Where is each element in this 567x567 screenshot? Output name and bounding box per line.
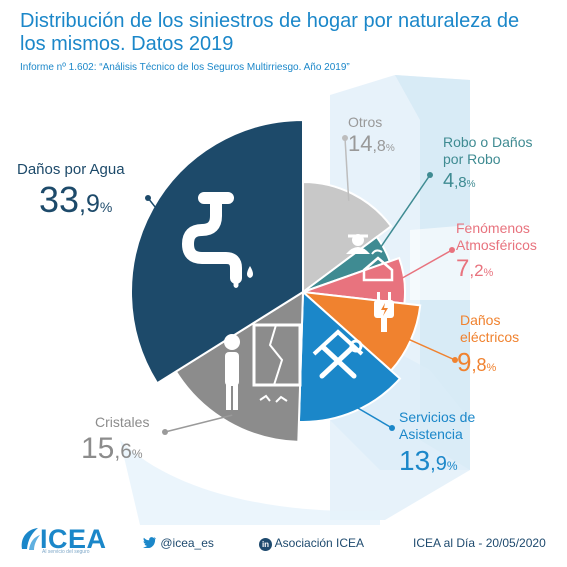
icea-logo: ICEA Al servicio del seguro: [18, 524, 118, 557]
leader-dot-agua: [145, 195, 151, 201]
label-electricos-name-1: Daños: [460, 312, 501, 328]
label-asistencia-name-2: Asistencia: [399, 426, 463, 442]
broken-glass-icon: [224, 323, 302, 410]
plug-icon: [374, 292, 394, 332]
leader-line-otros: [344, 137, 350, 201]
linkedin-icon: in: [259, 538, 272, 551]
label-fenomenos-name-2: Atmosféricos: [456, 237, 537, 253]
label-cristales-value: 15,6%: [81, 432, 143, 465]
leader-dot-cristales: [162, 429, 168, 435]
label-otros: Otros 14,8%: [348, 114, 395, 162]
icea-logo-text: ICEA: [40, 524, 107, 554]
tools-house-icon: [312, 329, 364, 379]
leader-dot-fenomenos: [449, 247, 455, 253]
icea-logo-mark-icon: [21, 528, 40, 550]
label-fenomenos-name-1: Fenómenos: [456, 220, 530, 236]
footer-date: ICEA al Día - 20/05/2020: [413, 536, 546, 550]
thief-icon: [346, 234, 370, 254]
pie-slice-agua: [130, 118, 304, 385]
linkedin-link[interactable]: in Asociación ICEA: [259, 536, 364, 551]
leader-line-fenomenos: [396, 249, 453, 283]
label-otros-name: Otros: [348, 114, 383, 130]
label-otros-value: 14,8%: [348, 131, 395, 156]
label-robo-value: 4,8%: [443, 170, 476, 192]
leader-dot-asistencia: [389, 425, 395, 431]
label-cristales-name: Cristales: [95, 414, 150, 430]
label-agua-name: Daños por Agua: [17, 161, 125, 178]
label-asistencia-name-1: Servicios de: [399, 409, 476, 425]
label-electricos-value: 9,8%: [457, 347, 497, 377]
label-robo-name-1: Robo o Daños: [443, 134, 533, 150]
leader-line-electricos: [403, 336, 456, 361]
label-fenomenos-value: 7,2%: [456, 255, 494, 282]
leader-dot-electricos: [452, 357, 458, 363]
label-asistencia-value: 13,9%: [399, 445, 458, 476]
label-agua-value: 33,9%: [39, 179, 113, 220]
label-cristales: Cristales 15,6%: [81, 414, 150, 472]
icea-logo-tagline: Al servicio del seguro: [42, 549, 90, 555]
label-robo: Robo o Daños por Robo 4,8%: [443, 134, 533, 198]
linkedin-name: Asociación ICEA: [274, 536, 365, 550]
leader-line-cristales: [164, 414, 233, 433]
pie-slice-asistencia: [297, 289, 402, 423]
leader-line-agua: [147, 197, 161, 214]
page-subtitle: Informe nº 1.602: “Análisis Técnico de l…: [20, 62, 350, 73]
leader-line-asistencia: [350, 403, 393, 429]
label-electricos-name-2: eléctricos: [460, 329, 520, 345]
leader-dot-otros: [342, 135, 348, 141]
leader-dot-robo: [427, 172, 433, 178]
storm-house-icon: [362, 249, 394, 282]
page-title: Distribución de los siniestros de hogar …: [20, 10, 520, 55]
label-electricos: Daños eléctricos 9,8%: [457, 312, 520, 384]
label-robo-name-2: por Robo: [443, 151, 501, 167]
twitter-handle: @icea_es: [160, 536, 214, 550]
label-asistencia: Servicios de Asistencia 13,9%: [399, 409, 475, 484]
leader-line-robo: [376, 174, 431, 253]
pie-slice-cristales: [174, 290, 305, 443]
twitter-link[interactable]: @icea_es: [143, 536, 214, 550]
leaking-pipe-icon: [181, 192, 253, 288]
twitter-icon: [143, 537, 156, 549]
label-fenomenos: Fenómenos Atmosféricos 7,2%: [456, 220, 537, 288]
pie-slice-otros: [302, 180, 393, 294]
label-agua: Daños por Agua 33,9%: [17, 161, 125, 230]
